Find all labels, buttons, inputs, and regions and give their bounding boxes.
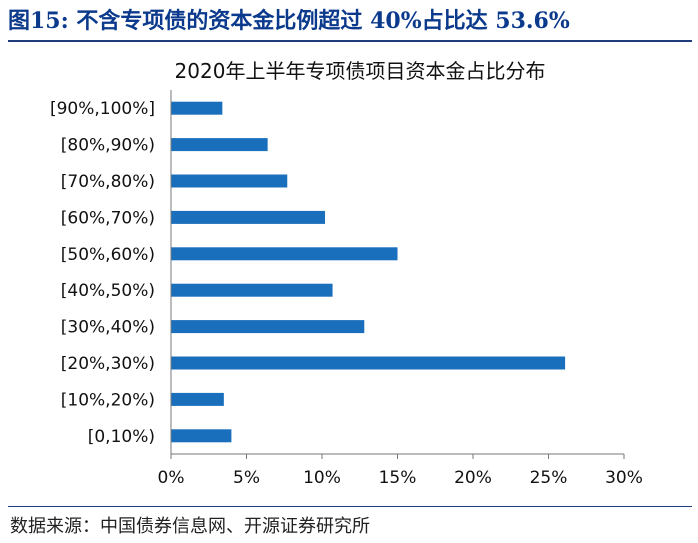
x-tick-label: 25% xyxy=(530,468,568,488)
top-rule xyxy=(8,40,692,42)
x-tick-labels: 0% 5% 10% 15% 20% 25% 30% xyxy=(158,454,643,488)
category-label: [40%,50%) xyxy=(61,281,155,301)
figure-number: 图15: xyxy=(8,8,69,34)
bar xyxy=(171,138,268,152)
bar xyxy=(171,247,398,261)
x-tick-label: 10% xyxy=(303,468,341,488)
source-note: 数据来源：中国债券信息网、开源证券研究所 xyxy=(10,516,370,537)
category-label: [80%,90%) xyxy=(61,136,155,156)
bottom-rule xyxy=(8,506,692,507)
bar xyxy=(171,210,326,224)
x-tick-label: 5% xyxy=(233,468,260,488)
category-label: [20%,30%) xyxy=(61,354,155,374)
figure-title-text: 不含专项债的资本金比例超过 40%占比达 53.6% xyxy=(76,8,570,34)
figure-title: 图15: 不含专项债的资本金比例超过 40%占比达 53.6% xyxy=(8,4,692,38)
bar-chart: 2020年上半年专项债项目资本金占比分布 [90%,100%] [80%,90%)… xyxy=(50,59,643,488)
chart-title: 2020年上半年专项债项目资本金占比分布 xyxy=(175,59,546,83)
bar xyxy=(171,320,365,334)
category-label: [90%,100%] xyxy=(50,99,155,119)
x-tick-label: 30% xyxy=(605,468,643,488)
bar xyxy=(171,101,223,115)
bar xyxy=(171,429,232,443)
x-tick-label: 0% xyxy=(158,468,185,488)
category-label: [60%,70%) xyxy=(61,208,155,228)
bar xyxy=(171,356,566,370)
bar xyxy=(171,174,288,188)
category-label: [70%,80%) xyxy=(61,172,155,192)
category-labels: [90%,100%] [80%,90%) [70%,80%) [60%,70%) [50… xyxy=(50,99,155,447)
bar xyxy=(171,392,224,406)
category-label: [10%,20%) xyxy=(61,390,155,410)
x-tick-label: 20% xyxy=(454,468,492,488)
x-tick-label: 15% xyxy=(379,468,417,488)
category-label: [50%,60%) xyxy=(61,245,155,265)
category-label: [30%,40%) xyxy=(61,318,155,338)
bar xyxy=(171,283,333,297)
bars-group xyxy=(171,101,566,443)
category-label: [0,10%) xyxy=(88,427,155,447)
